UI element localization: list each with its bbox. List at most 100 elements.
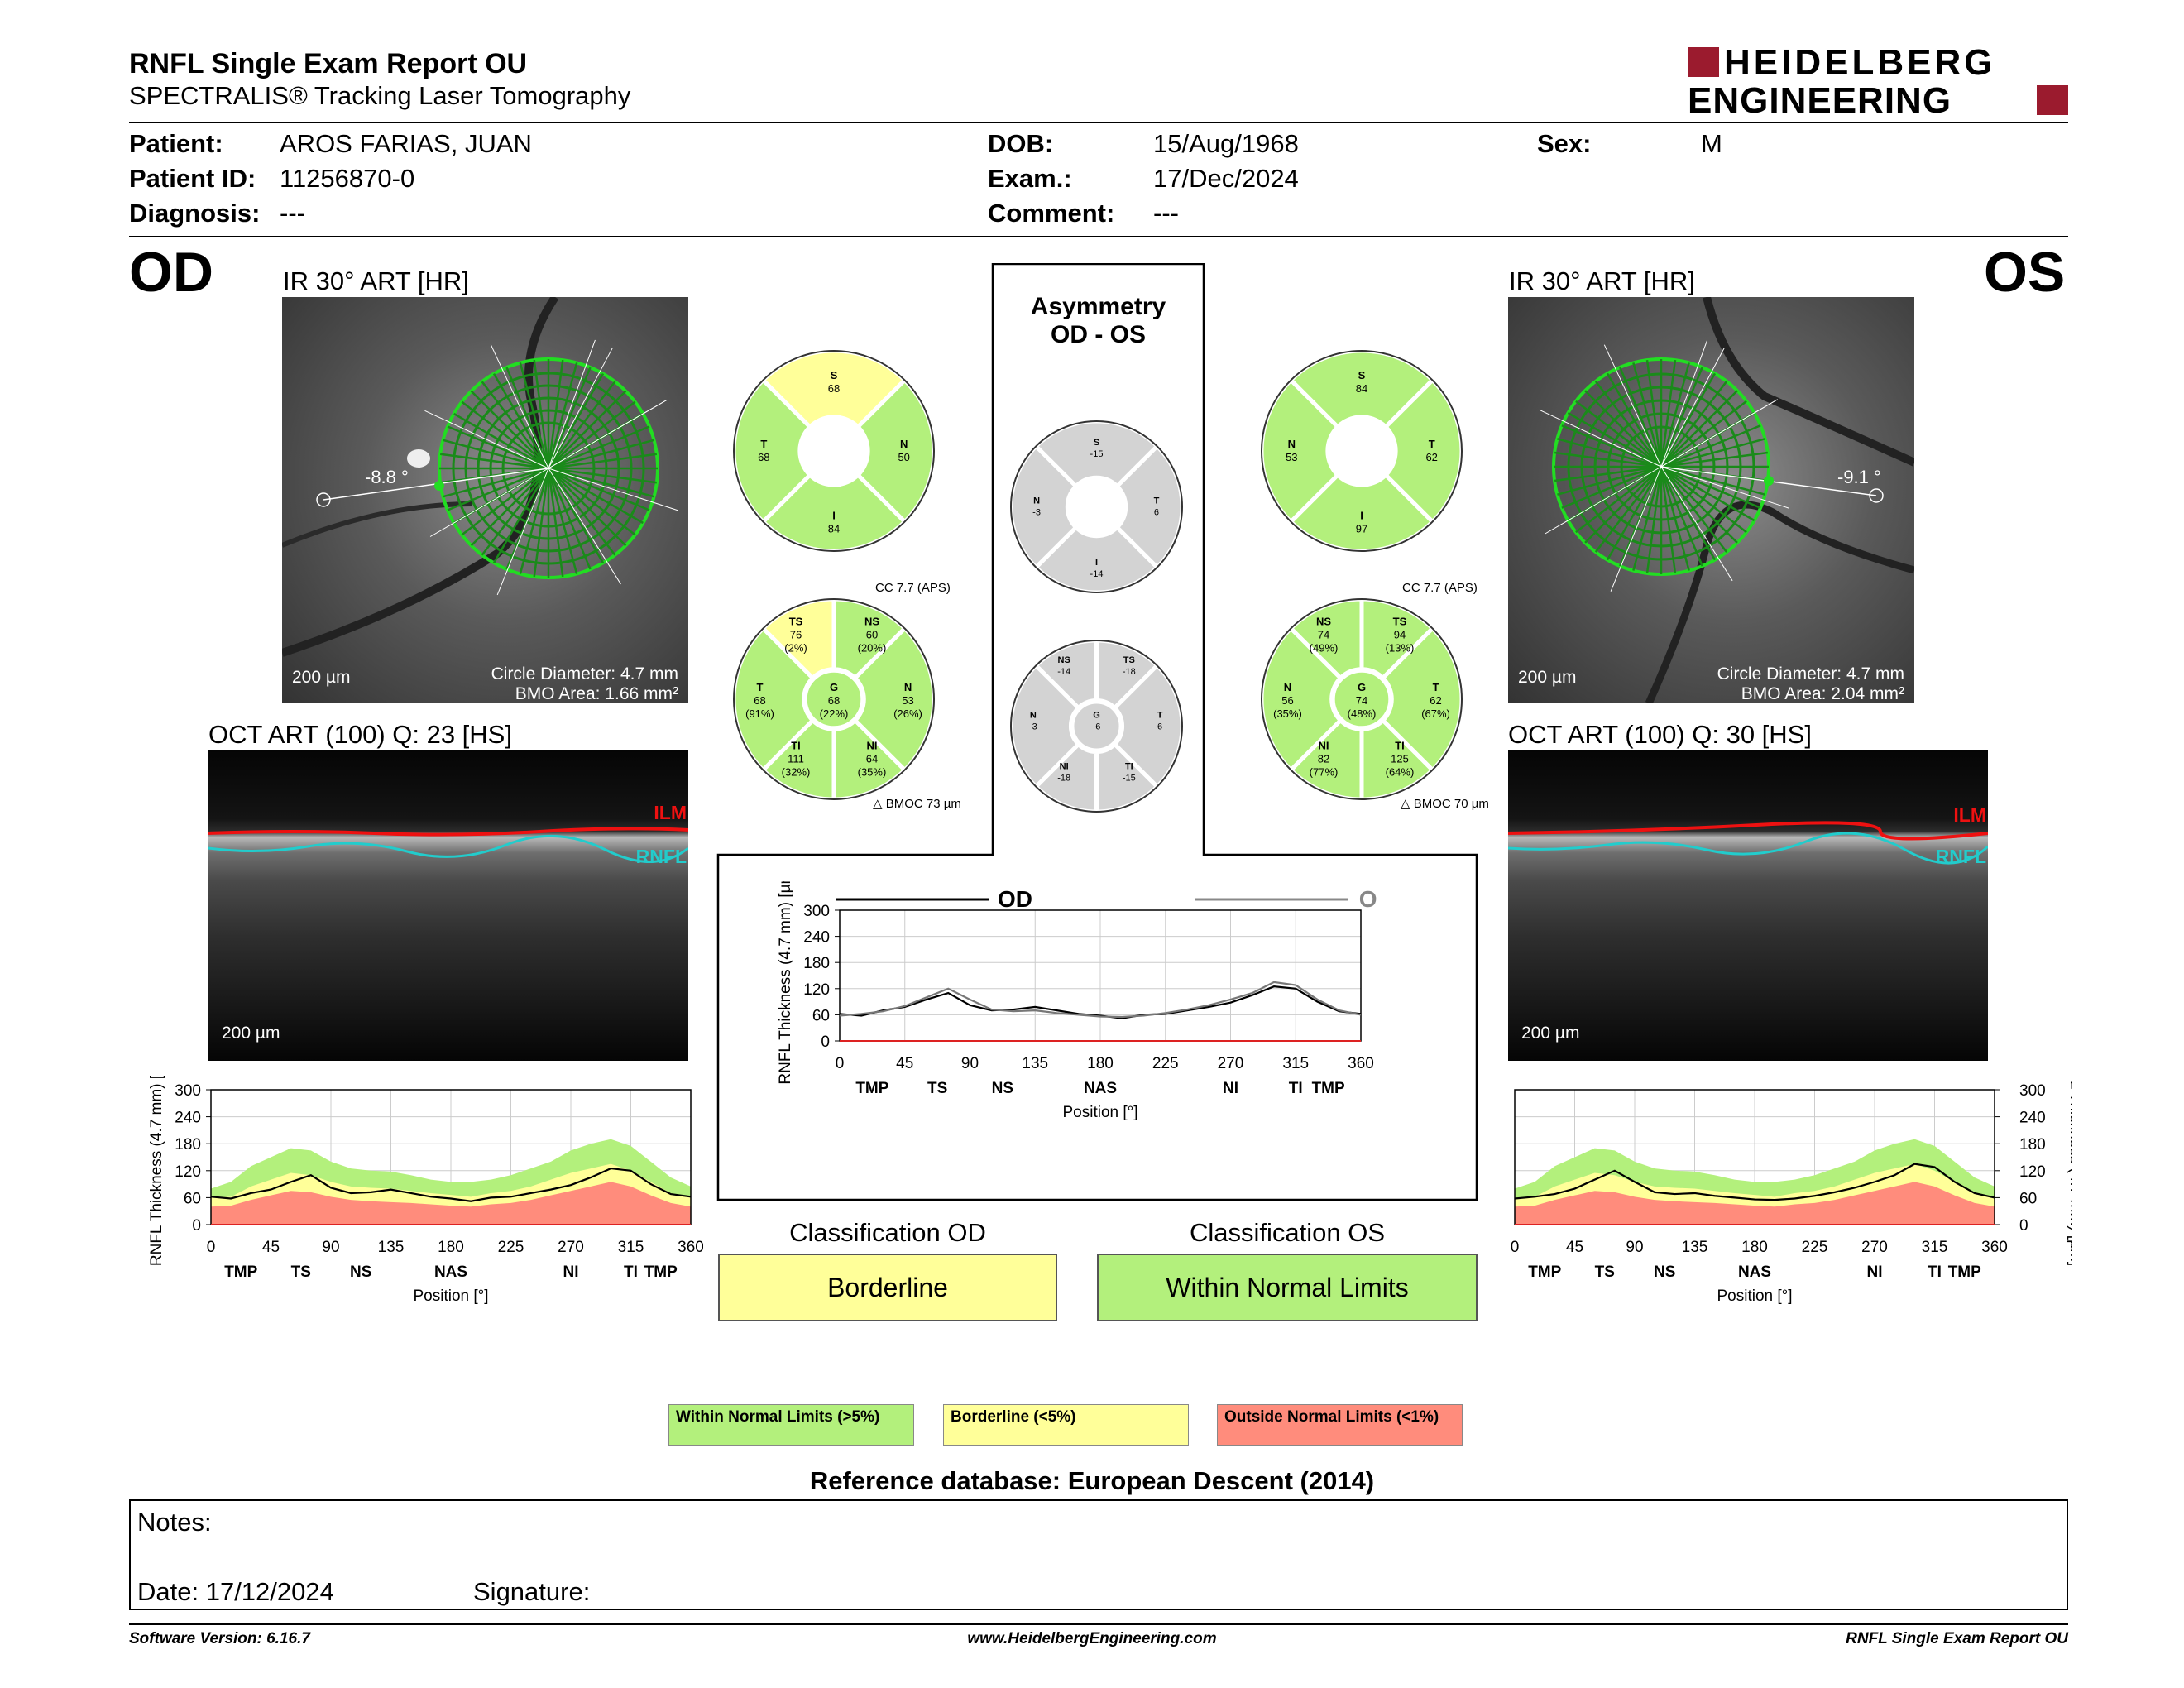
sector-text-T: T bbox=[1157, 711, 1163, 721]
scan-spoke bbox=[1660, 451, 1769, 468]
scan-spoke bbox=[1660, 466, 1703, 567]
x-tick-label: 270 bbox=[1861, 1239, 1888, 1256]
scan-spoke bbox=[547, 367, 592, 469]
region-label: TMP bbox=[644, 1264, 678, 1281]
os-quadrant-chart: S84 I97 N53 T62 bbox=[1259, 348, 1464, 554]
x-tick-label: 0 bbox=[207, 1239, 216, 1256]
dob: 15/Aug/1968 bbox=[1153, 129, 1299, 158]
asym-quadrant-chart: S-15 I-14 N -3 T 6 bbox=[1008, 419, 1185, 595]
region-label: TMP bbox=[855, 1080, 888, 1097]
quadrant-label-T: T bbox=[1154, 496, 1160, 506]
od-circle-diameter: Circle Diameter: 4.7 mm bbox=[491, 664, 678, 683]
od-sector-chart: TS76(2%)NS60(20%)T68(91%)N53(26%)TI111(3… bbox=[731, 597, 936, 802]
exam-date: 17/Dec/2024 bbox=[1153, 164, 1299, 193]
scan-spoke bbox=[548, 468, 627, 547]
disc-outline bbox=[1010, 640, 1183, 813]
sector-boundary bbox=[548, 339, 596, 469]
scan-spoke bbox=[548, 467, 654, 498]
sector-text-NS: NS bbox=[864, 615, 879, 627]
scan-spoke bbox=[1660, 466, 1717, 561]
quadrant-value-S: 68 bbox=[828, 382, 840, 395]
sector-text-TI: TI bbox=[1395, 740, 1405, 752]
region-label: NI bbox=[563, 1264, 579, 1281]
quadrant-label-I: I bbox=[1360, 509, 1363, 521]
os-ir-title: IR 30° ART [HR] bbox=[1509, 266, 1695, 295]
scan-spoke bbox=[1660, 400, 1747, 468]
y-tick-label: 300 bbox=[803, 903, 830, 920]
disc-outline bbox=[1261, 350, 1463, 552]
sector-text-G: 68 bbox=[828, 694, 840, 707]
website-url[interactable]: www.HeidelbergEngineering.com bbox=[967, 1630, 1217, 1647]
x-tick-label: 90 bbox=[1626, 1239, 1643, 1256]
y-tick-label: 60 bbox=[2019, 1190, 2037, 1207]
os-sector-chart: NS74(49%)TS94(13%)N56(35%)T62(67%)NI82(7… bbox=[1259, 597, 1464, 802]
y-tick-label: 240 bbox=[2019, 1110, 2046, 1127]
scan-spoke bbox=[443, 439, 549, 470]
scan-spoke bbox=[1632, 466, 1663, 571]
scan-spoke bbox=[461, 400, 549, 469]
region-label: NAS bbox=[1738, 1264, 1771, 1281]
report-subtitle: SPECTRALIS® Tracking Laser Tomography bbox=[129, 81, 631, 110]
region-label: NS bbox=[992, 1080, 1013, 1097]
quadrant-value-N: 50 bbox=[898, 451, 909, 463]
scan-spoke bbox=[1645, 466, 1663, 574]
scan-spoke bbox=[547, 359, 564, 469]
y-tick-label: 0 bbox=[192, 1217, 201, 1235]
sector-boundary bbox=[424, 410, 549, 469]
sector-text-T: 62 bbox=[1430, 694, 1441, 707]
sector-boundary bbox=[1660, 399, 1778, 468]
y-tick-label: 300 bbox=[175, 1082, 201, 1100]
sector-text-NI: -18 bbox=[1057, 773, 1070, 783]
outside-band bbox=[1515, 1182, 1995, 1225]
x-tick-label: 270 bbox=[558, 1239, 584, 1256]
od-oct-scale: 200 µm bbox=[222, 1024, 280, 1043]
scan-spoke bbox=[533, 468, 550, 578]
scan-spoke bbox=[1554, 465, 1662, 482]
scan-spoke bbox=[1575, 466, 1662, 534]
sector-boundary bbox=[1660, 340, 1708, 468]
region-label: NAS bbox=[1084, 1080, 1117, 1097]
software-version: Software Version: 6.16.7 bbox=[129, 1630, 310, 1647]
od-classification-title: Classification OD bbox=[789, 1218, 986, 1247]
scan-spoke bbox=[548, 425, 650, 470]
x-tick-label: 180 bbox=[1741, 1239, 1768, 1256]
sector-text-T: 68 bbox=[754, 694, 765, 707]
x-tick-label: 135 bbox=[1022, 1055, 1048, 1072]
sex: M bbox=[1701, 129, 1722, 158]
sector-text-NI: NI bbox=[1060, 761, 1069, 771]
sector-text-TI: (32%) bbox=[782, 766, 811, 779]
scan-spoke bbox=[548, 381, 616, 469]
sector-text-TI: -15 bbox=[1123, 773, 1136, 783]
region-label: TS bbox=[291, 1264, 311, 1281]
sector-text-NS: 60 bbox=[866, 628, 878, 640]
scan-spoke bbox=[1660, 465, 1761, 509]
scan-spoke bbox=[1645, 359, 1663, 468]
series-line-OS bbox=[839, 981, 1362, 1019]
scan-spoke bbox=[548, 467, 650, 511]
y-tick-label: 0 bbox=[821, 1033, 830, 1051]
x-tick-label: 180 bbox=[438, 1239, 464, 1256]
sector-boundary bbox=[548, 468, 679, 511]
quadrant-value-N: -3 bbox=[1032, 508, 1041, 518]
sector-text-G: (48%) bbox=[1348, 707, 1377, 720]
y-tick-label: 0 bbox=[2019, 1217, 2028, 1235]
region-label: NI bbox=[1867, 1264, 1883, 1281]
quadrant-value-S: 84 bbox=[1356, 382, 1367, 395]
sector-boundary bbox=[1660, 466, 1733, 582]
sector-text-G: G bbox=[1093, 711, 1100, 721]
sector-text-NS: NS bbox=[1316, 615, 1331, 627]
scan-spoke bbox=[1660, 438, 1765, 468]
sector-text-TS: TS bbox=[1123, 655, 1135, 665]
scan-spoke bbox=[443, 467, 549, 498]
y-tick-label: 240 bbox=[803, 929, 830, 947]
notes-box[interactable]: Notes: Date: 17/12/2024 Signature: bbox=[129, 1499, 2068, 1610]
scan-spoke bbox=[1584, 390, 1662, 468]
scan-spoke bbox=[548, 468, 636, 536]
od-oct-title: OCT ART (100) Q: 23 [HS] bbox=[208, 720, 512, 749]
scan-spoke bbox=[1660, 466, 1728, 553]
scan-spoke bbox=[1632, 362, 1663, 468]
scan-spoke bbox=[439, 453, 549, 470]
sector-text-T: 6 bbox=[1157, 722, 1162, 732]
x-tick-label: 360 bbox=[1348, 1055, 1374, 1072]
